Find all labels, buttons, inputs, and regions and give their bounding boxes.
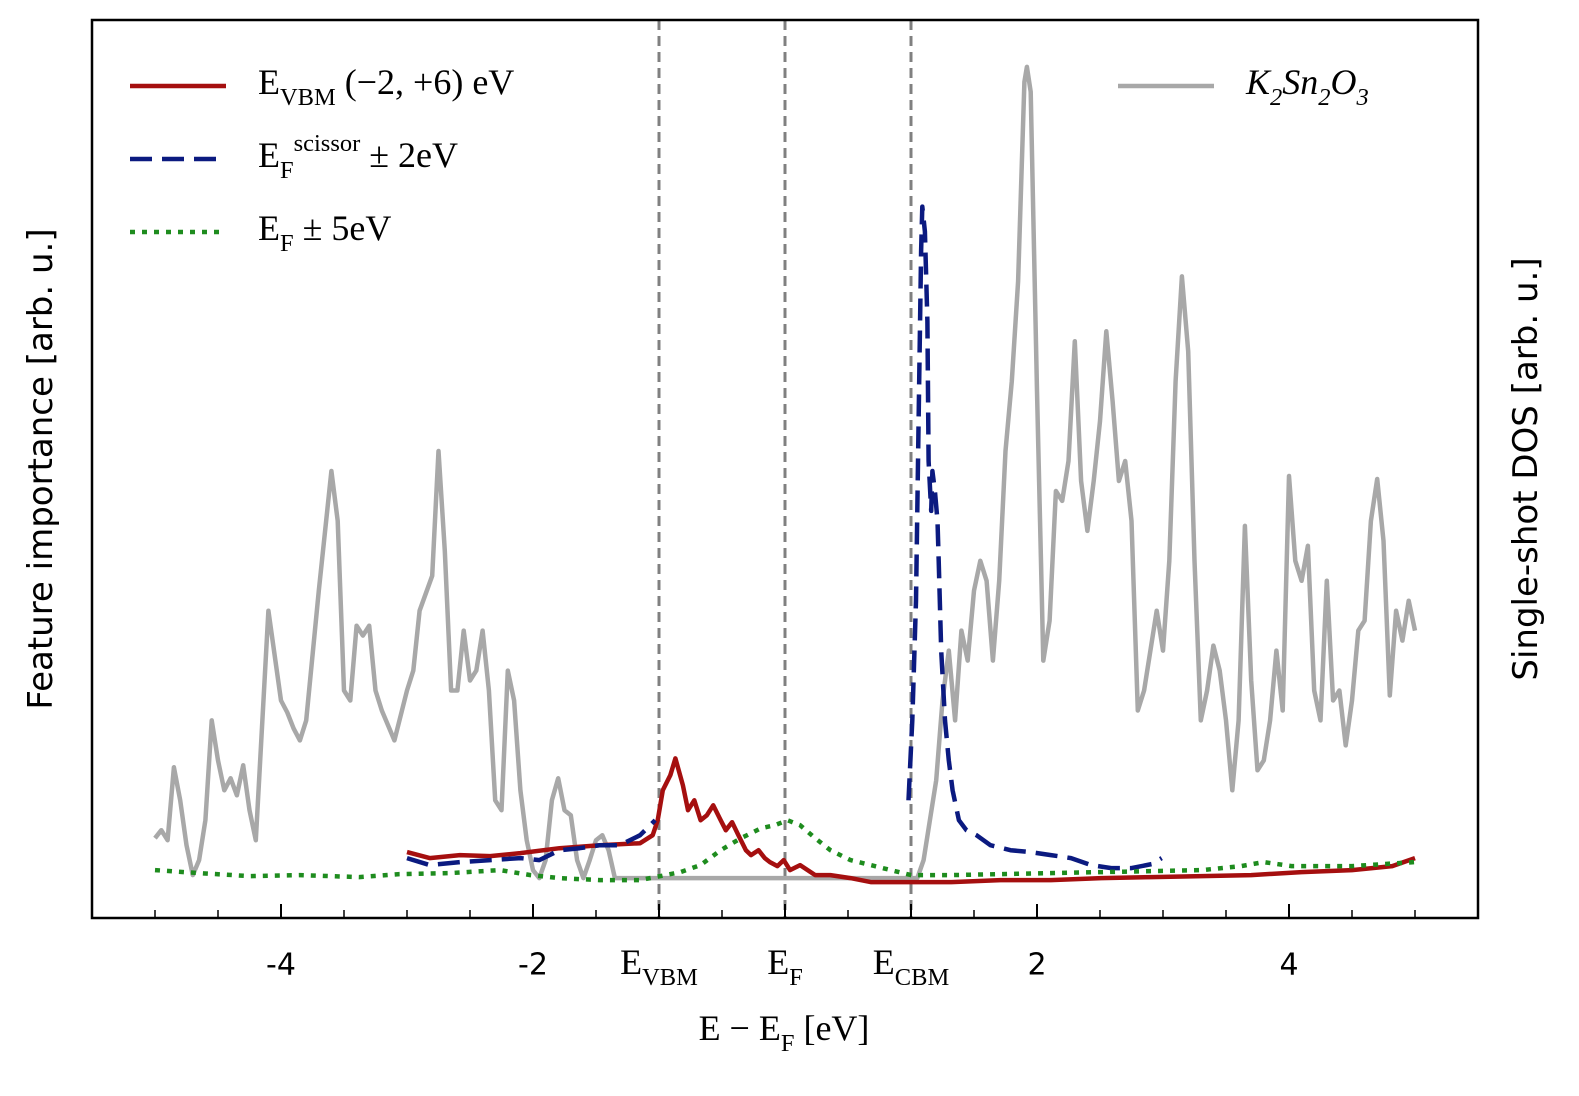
x-tick-label: -2 [518, 948, 548, 983]
x-tick-label: EVBM [620, 942, 698, 991]
series-line [154, 817, 1416, 883]
legend-label: EF ± 5eV [258, 208, 391, 257]
y2-axis-label: Single-shot DOS [arb. u.] [1506, 257, 1546, 680]
series-line [406, 756, 1416, 885]
x-tick-label: EF [767, 942, 803, 991]
series-line [153, 64, 1418, 881]
legend-label: EFscissor ± 2eV [258, 130, 458, 184]
legend-label: EVBM (−2, +6) eV [258, 62, 514, 111]
x-axis-label: E − EF [eV] [699, 1008, 870, 1057]
plot-area [153, 20, 1418, 918]
series-line [406, 204, 1163, 871]
legend-label: K2Sn2O3 [1245, 62, 1369, 111]
x-tick-label: -4 [266, 948, 296, 983]
x-tick-label: 4 [1279, 948, 1298, 983]
x-tick-label: ECBM [873, 942, 950, 991]
x-tick-label: 2 [1027, 948, 1046, 983]
y-axis-label: Feature importance [arb. u.] [21, 228, 61, 709]
